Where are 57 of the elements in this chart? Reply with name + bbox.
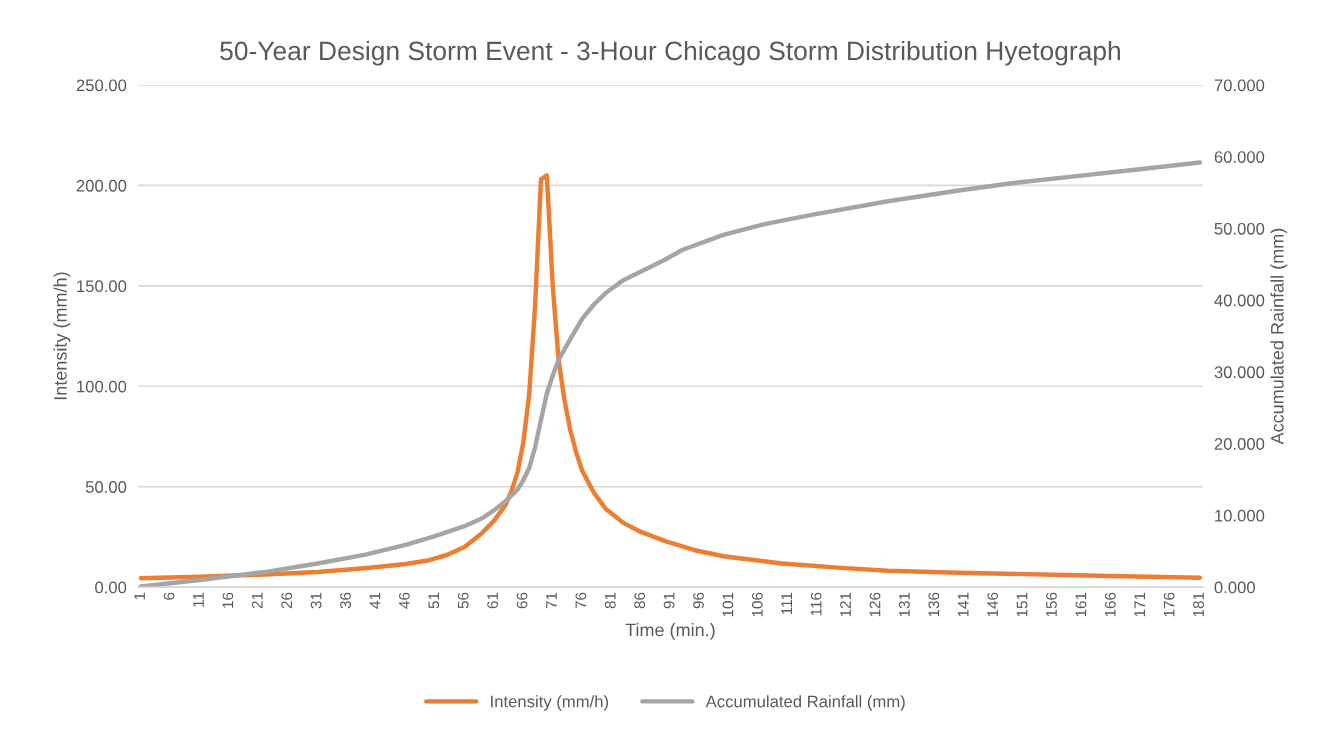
x-tick-label: 156 [1046,592,1057,617]
x-tick-label: 106 [751,592,763,617]
x-tick-label: 56 [457,592,469,609]
y2-axis-title: Accumulated Rainfall (mm) [1270,228,1288,445]
x-tick-label: 116 [810,592,822,616]
x-tick-label: 1 [134,592,145,600]
y-tick-label: 150.00 [77,280,127,293]
x-tick-label: 21 [251,592,263,609]
y-tick-label: 250.00 [76,79,127,92]
x-tick-label: 36 [340,592,351,609]
x-tick-label: 71 [546,592,557,609]
x-tick-label: 141 [957,592,969,617]
y-tick-label: 50.00 [85,481,127,493]
x-tick-label: 96 [693,592,704,609]
legend-label: Intensity (mm/h) [491,695,609,711]
x-tick-label: 41 [369,592,381,609]
x-tick-label: 91 [663,592,675,609]
x-tick-label: 146 [987,592,999,617]
x-tick-label: 61 [487,592,499,609]
y2-tick-label: 30.000 [1214,366,1265,379]
y2-tick-label: 20.000 [1214,438,1265,450]
x-tick-label: 166 [1104,592,1116,617]
x-axis-title: Time (min.) [625,623,715,640]
legend-label: Accumulated Rainfall (mm) [705,695,905,711]
x-tick-label: 181 [1193,592,1204,617]
y2-tick-label: 70.000 [1214,79,1265,92]
x-tick-label: 51 [428,592,440,609]
y2-tick-label: 0.000 [1214,581,1255,594]
x-tick-label: 11 [193,592,204,607]
x-tick-label: 26 [281,592,293,609]
y2-tick-label: 10.000 [1215,509,1265,522]
x-tick-label: 131 [898,592,910,617]
x-tick-label: 76 [575,592,587,609]
x-tick-label: 81 [604,592,616,609]
y-axis-title: Intensity (mm/h) [53,272,71,400]
x-tick-label: 171 [1134,592,1145,617]
chart-title: 50-Year Design Storm Event - 3-Hour Chicago Storm Distribution Hyetograph [220,40,1120,66]
y2-tick-label: 50.000 [1214,222,1265,235]
x-tick-label: 66 [516,592,528,609]
y-tick-label: 100.00 [77,380,127,393]
y2-tick-label: 60.000 [1214,151,1265,163]
x-tick-label: 101 [722,592,734,617]
x-tick-label: 31 [310,592,322,609]
y-tick-label: 0.00 [95,581,127,594]
x-tick-label: 161 [1075,592,1087,617]
x-tick-label: 16 [222,592,234,608]
y2-tick-label: 40.000 [1214,294,1265,307]
x-tick-label: 136 [928,592,940,617]
x-tick-label: 121 [840,592,851,617]
y-tick-label: 200.00 [76,179,127,192]
x-tick-label: 151 [1016,592,1028,617]
x-tick-label: 176 [1163,592,1175,617]
x-tick-label: 111 [781,592,792,615]
x-tick-label: 86 [634,592,646,609]
x-tick-label: 46 [398,592,410,609]
x-tick-label: 126 [869,592,881,617]
x-tick-label: 6 [163,592,175,600]
